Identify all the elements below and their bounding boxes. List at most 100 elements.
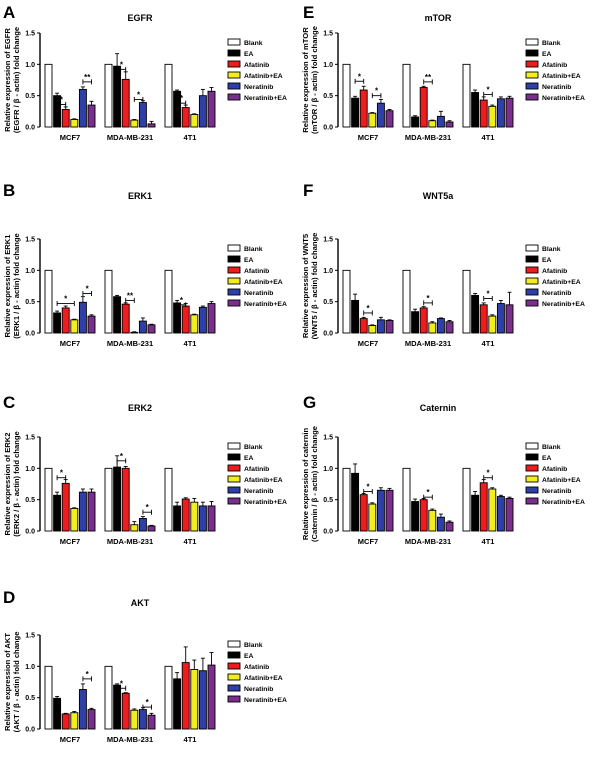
- bar: [130, 331, 139, 334]
- significance-marker: **: [127, 291, 134, 300]
- y-tick-label: 0.5: [25, 695, 35, 702]
- bar: [181, 305, 190, 334]
- x-category-label: 4T1: [184, 537, 197, 546]
- y-axis-label: Relative expression of EGFR: [3, 28, 12, 132]
- bar: [411, 116, 420, 128]
- bar: [173, 302, 182, 334]
- y-tick-label: 1.0: [323, 268, 333, 275]
- x-category-label: MCF7: [358, 339, 378, 348]
- bar: [436, 115, 445, 128]
- significance-marker: *: [486, 469, 490, 478]
- y-axis-label: (WNT5 / β - actin) fold change: [310, 233, 319, 340]
- bar: [471, 494, 480, 532]
- legend-swatch: [525, 475, 539, 483]
- legend-label: Afatinib+EA: [244, 477, 283, 484]
- bar: [44, 665, 53, 730]
- bar: [190, 669, 199, 730]
- legend-label: Neratinib+EA: [244, 697, 287, 704]
- bar: [61, 713, 70, 730]
- x-category-label: 4T1: [482, 133, 495, 142]
- bar: [198, 505, 207, 532]
- y-tick-label: 1.0: [25, 466, 35, 473]
- panel-a: A EGFR Relative expression of EGFR (EGFR / …: [3, 3, 287, 142]
- panel-label: C: [3, 393, 15, 412]
- y-tick-label: 1.5: [25, 31, 35, 38]
- legend-label: EA: [542, 51, 552, 58]
- legend-label: Neratinib: [244, 84, 273, 91]
- legend-swatch: [525, 82, 539, 90]
- bar: [130, 119, 139, 128]
- legend-label: Afatinib+EA: [542, 279, 581, 286]
- legend-swatch: [227, 255, 241, 263]
- significance-marker: *: [64, 295, 68, 304]
- significance-marker: **: [425, 73, 432, 82]
- bar: [428, 322, 437, 334]
- legend-label: EA: [244, 653, 254, 660]
- y-axis-label: (Caternin / β - actin) fold change: [310, 426, 319, 542]
- y-tick-label: 1.0: [25, 664, 35, 671]
- legend-label: Neratinib: [244, 686, 273, 693]
- bar: [351, 299, 360, 334]
- bar: [359, 494, 368, 532]
- legend-label: Blank: [542, 246, 561, 253]
- legend-swatch: [227, 288, 241, 296]
- significance-marker: *: [366, 483, 370, 492]
- chart-title: WNT5a: [423, 191, 454, 201]
- bar: [385, 320, 394, 334]
- y-tick-label: 0.5: [25, 93, 35, 100]
- y-tick-label: 1.5: [25, 633, 35, 640]
- bar: [496, 496, 505, 532]
- bar: [53, 697, 62, 730]
- x-category-label: MCF7: [358, 133, 378, 142]
- significance-marker: *: [120, 679, 124, 688]
- bar: [207, 664, 216, 730]
- bar: [104, 665, 113, 730]
- chart-title: EGFR: [127, 13, 153, 23]
- legend-swatch: [525, 71, 539, 79]
- bar: [488, 488, 497, 532]
- bar: [164, 467, 173, 532]
- x-category-label: MCF7: [358, 537, 378, 546]
- bar: [505, 97, 514, 128]
- bar: [70, 119, 79, 128]
- bar: [181, 498, 190, 532]
- bar: [147, 123, 156, 128]
- legend-swatch: [525, 38, 539, 46]
- y-tick-label: 0.0: [323, 125, 333, 132]
- bar: [385, 489, 394, 532]
- x-category-label: MCF7: [60, 339, 80, 348]
- panel-c: C ERK2 Relative expression of ERK2 (ERK2 / …: [3, 393, 287, 546]
- bar: [402, 63, 411, 128]
- legend-swatch: [525, 442, 539, 450]
- legend-swatch: [227, 49, 241, 57]
- legend-swatch: [525, 464, 539, 472]
- x-category-label: MCF7: [60, 133, 80, 142]
- bar: [445, 521, 454, 532]
- legend-swatch: [525, 93, 539, 101]
- bar: [138, 709, 147, 730]
- y-tick-label: 0.5: [25, 299, 35, 306]
- bar: [488, 105, 497, 128]
- bar: [445, 121, 454, 128]
- x-category-label: MDA-MB-231: [107, 339, 153, 348]
- significance-marker: *: [426, 488, 430, 497]
- bar: [207, 505, 216, 532]
- bar: [164, 63, 173, 128]
- legend-swatch: [227, 475, 241, 483]
- bar: [462, 269, 471, 334]
- x-category-label: 4T1: [184, 735, 197, 744]
- y-axis-label: Relative expression of ERK1: [3, 234, 12, 338]
- x-category-label: MDA-MB-231: [405, 133, 451, 142]
- y-tick-label: 1.0: [25, 268, 35, 275]
- panel-label: A: [3, 3, 15, 22]
- bar: [113, 65, 122, 128]
- bar: [198, 306, 207, 334]
- significance-marker: *: [180, 94, 184, 103]
- bar: [104, 467, 113, 532]
- bar: [190, 114, 199, 128]
- bar: [505, 497, 514, 532]
- bar: [411, 311, 420, 334]
- y-tick-label: 1.5: [323, 237, 333, 244]
- legend-label: Blank: [244, 40, 263, 47]
- legend-swatch: [227, 497, 241, 505]
